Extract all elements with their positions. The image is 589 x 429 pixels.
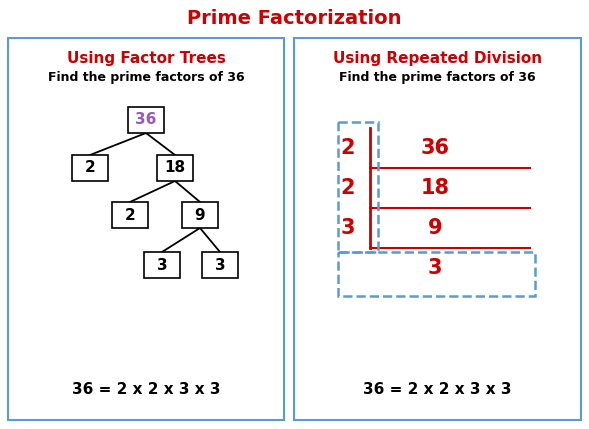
Text: 18: 18	[421, 178, 449, 198]
Text: 9: 9	[428, 218, 442, 238]
Text: 18: 18	[164, 160, 186, 175]
Text: 2: 2	[125, 208, 135, 223]
Text: 3: 3	[428, 258, 442, 278]
Text: 2: 2	[341, 178, 355, 198]
Bar	[294, 38, 581, 420]
Bar	[8, 38, 284, 420]
Bar	[144, 252, 180, 278]
Bar	[182, 202, 218, 228]
Text: 9: 9	[195, 208, 206, 223]
Bar	[128, 107, 164, 133]
Bar	[157, 155, 193, 181]
Text: 2: 2	[85, 160, 95, 175]
Text: 3: 3	[341, 218, 355, 238]
Text: 36: 36	[421, 138, 449, 158]
Text: Prime Factorization: Prime Factorization	[187, 9, 402, 27]
Text: 3: 3	[157, 257, 167, 272]
Text: 3: 3	[214, 257, 226, 272]
Text: Using Factor Trees: Using Factor Trees	[67, 51, 226, 66]
Bar	[338, 122, 378, 252]
Text: Find the prime factors of 36: Find the prime factors of 36	[339, 72, 536, 85]
Text: 36 = 2 x 2 x 3 x 3: 36 = 2 x 2 x 3 x 3	[363, 383, 512, 398]
Text: 36 = 2 x 2 x 3 x 3: 36 = 2 x 2 x 3 x 3	[72, 383, 220, 398]
Bar	[72, 155, 108, 181]
Text: 36: 36	[135, 112, 157, 127]
Text: 2: 2	[341, 138, 355, 158]
Bar	[202, 252, 238, 278]
Bar	[338, 252, 535, 296]
Text: Find the prime factors of 36: Find the prime factors of 36	[48, 72, 244, 85]
Text: Using Repeated Division: Using Repeated Division	[333, 51, 542, 66]
Bar	[112, 202, 148, 228]
